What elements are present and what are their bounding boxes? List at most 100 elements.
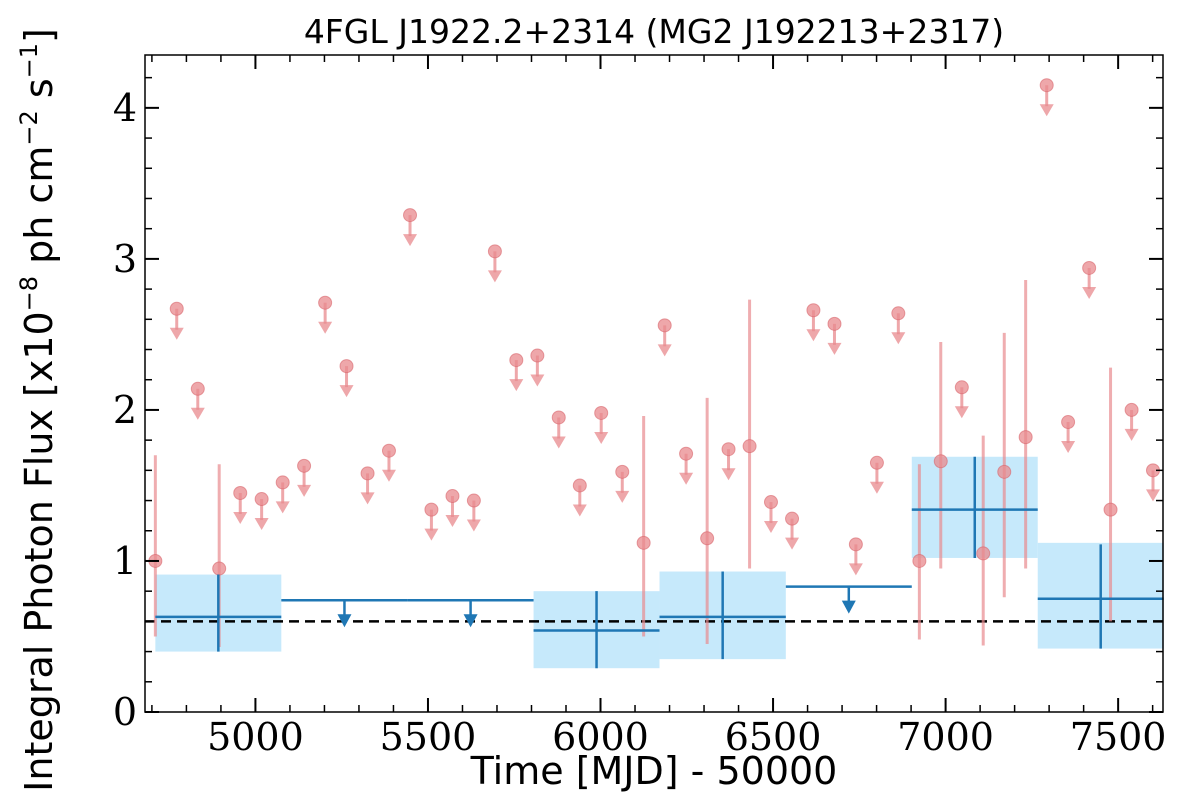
fine-upper-limit-arrow <box>424 528 439 541</box>
fine-upper-limit-arrow <box>169 327 184 340</box>
fine-upper-limit-arrow <box>806 329 821 342</box>
fine-bin-point <box>551 410 566 425</box>
fine-upper-limit-arrow <box>318 321 333 334</box>
y-axis-label-exp1: −8 <box>15 276 43 311</box>
y-axis-label: Integral Photon Flux [x10−8 ph cm−2 s−1] <box>15 28 61 792</box>
fine-bin-point <box>318 295 333 310</box>
fine-bin-point <box>1082 260 1097 275</box>
fine-upper-limit-arrow <box>403 234 418 247</box>
fine-bin-point <box>933 454 948 469</box>
y-tick-label: 0 <box>113 690 137 734</box>
fine-bin-point <box>190 381 205 396</box>
fine-upper-limit-arrow <box>1082 286 1097 299</box>
fine-upper-limit-arrow <box>891 332 906 345</box>
fine-bin-point <box>466 493 481 508</box>
fine-upper-limit-arrow <box>530 374 545 387</box>
coarse-upper-limit-arrow <box>337 614 352 628</box>
fine-bin-point <box>657 318 672 333</box>
fine-bin-point <box>997 464 1012 479</box>
fine-bin-point <box>679 446 694 461</box>
fine-bin-point <box>954 380 969 395</box>
chart-title: 4FGL J1922.2+2314 (MG2 J192213+2317) <box>304 12 1004 51</box>
fine-upper-limit-arrow <box>869 481 884 494</box>
fine-bin-point <box>1124 402 1139 417</box>
fine-bin-point <box>360 466 375 481</box>
fine-bin-point <box>212 561 227 576</box>
fine-bin-point <box>424 502 439 517</box>
fine-bin-point <box>445 489 460 504</box>
y-axis-label-unit2: s <box>17 78 61 110</box>
fine-bin-point <box>487 244 502 259</box>
y-axis-label-main: Integral Photon Flux [x10 <box>17 311 61 792</box>
fine-bin-point <box>848 537 863 552</box>
fine-bin-point <box>869 455 884 470</box>
fine-bin-point <box>1061 415 1076 430</box>
fine-bin-point <box>339 359 354 374</box>
y-tick-label: 2 <box>113 388 137 432</box>
fine-bin-point <box>742 439 757 454</box>
y-axis-label-exp3: −1 <box>15 43 43 78</box>
fine-upper-limit-arrow <box>1145 489 1160 502</box>
fine-bin-point <box>1018 430 1033 445</box>
x-tick-label: 5000 <box>207 715 304 759</box>
fine-bin-point <box>169 301 184 316</box>
x-tick-label: 7000 <box>897 715 994 759</box>
x-tick-label: 6000 <box>552 715 649 759</box>
fine-bin-point <box>636 535 651 550</box>
fine-bin-point <box>700 531 715 546</box>
fine-bin-point <box>381 443 396 458</box>
fine-bin-point <box>275 475 290 490</box>
fine-bin-point <box>403 208 418 223</box>
fine-upper-limit-arrow <box>233 512 248 524</box>
fine-bin-point <box>1039 78 1054 93</box>
fine-upper-limit-arrow <box>763 521 778 534</box>
fine-upper-limit-arrow <box>657 344 672 357</box>
y-tick-label: 1 <box>113 539 137 583</box>
fine-bin-point <box>721 442 736 457</box>
fine-bin-point <box>233 486 248 500</box>
x-axis-label: Time [MJD] - 50000 <box>470 749 838 793</box>
fine-upper-limit-arrow <box>827 342 842 355</box>
fine-upper-limit-arrow <box>466 519 481 532</box>
fine-bin-point <box>976 546 991 561</box>
fine-bin-point <box>827 316 842 331</box>
fine-upper-limit-arrow <box>275 501 290 514</box>
y-tick-label: 4 <box>113 86 137 130</box>
fine-upper-limit-arrow <box>615 490 630 503</box>
fine-bin-point <box>891 306 906 321</box>
fine-bin-point <box>1103 502 1118 517</box>
fine-bin-point <box>806 303 821 318</box>
fine-upper-limit-arrow <box>551 436 566 449</box>
x-tick-label: 6500 <box>725 715 822 759</box>
y-axis-label-unit1: ph cm <box>17 146 61 276</box>
fine-upper-limit-arrow <box>1124 428 1139 441</box>
fine-bin-point <box>297 458 312 473</box>
fine-bin-point <box>785 511 800 526</box>
fine-upper-limit-arrow <box>572 504 587 517</box>
x-tick-label: 7500 <box>1070 715 1167 759</box>
fine-bin-point <box>254 492 269 507</box>
fine-upper-limit-arrow <box>297 484 312 497</box>
fine-upper-limit-arrow <box>594 431 609 444</box>
fine-upper-limit-arrow <box>509 379 524 392</box>
y-axis-label-end: ] <box>17 28 61 43</box>
fine-bin-point <box>594 405 609 420</box>
y-tick-label: 3 <box>113 237 137 281</box>
fine-upper-limit-arrow <box>954 406 969 419</box>
coarse-upper-limit-arrow <box>463 614 478 628</box>
fine-bin-point <box>530 348 545 363</box>
y-axis-label-exp2: −2 <box>15 110 43 145</box>
fine-upper-limit-arrow <box>487 270 502 283</box>
fine-upper-limit-arrow <box>381 469 396 482</box>
fine-upper-limit-arrow <box>785 537 800 550</box>
fine-upper-limit-arrow <box>721 468 736 481</box>
fine-upper-limit-arrow <box>190 407 205 420</box>
fine-bin-point <box>509 353 524 368</box>
coarse-upper-limit-arrow <box>841 600 856 614</box>
fine-upper-limit-arrow <box>679 472 694 485</box>
x-tick-label: 5500 <box>380 715 477 759</box>
fine-upper-limit-arrow <box>1061 441 1076 454</box>
fine-upper-limit-arrow <box>360 492 375 505</box>
plot-frame <box>144 54 1164 713</box>
